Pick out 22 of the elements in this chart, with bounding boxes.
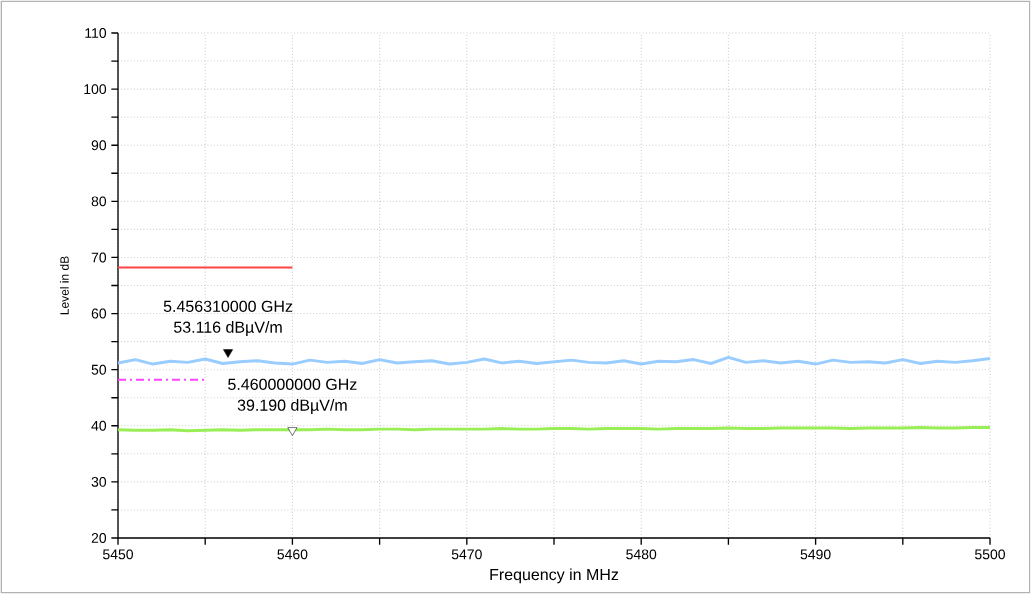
x-tick-label: 5460 (277, 549, 308, 560)
x-tick-label: 5450 (103, 549, 134, 560)
annotation: 5.460000000 GHz (228, 378, 357, 390)
annotation: 53.116 dBµV/m (173, 321, 282, 337)
y-axis-title: Level in dB (59, 256, 69, 315)
annotation: 39.190 dBµV/m (237, 399, 347, 415)
y-tick-label: 90 (91, 140, 107, 151)
y-tick-label: 40 (91, 420, 107, 431)
y-tick-label: 30 (91, 476, 107, 487)
annotation: 5.456310000 GHz (163, 300, 293, 312)
x-tick-label: 5470 (451, 549, 482, 560)
y-tick-label: 60 (91, 308, 107, 319)
y-tick-label: 50 (91, 364, 107, 375)
x-tick-label: 5490 (800, 549, 831, 560)
x-tick-label: 5480 (626, 549, 657, 560)
x-axis-title: Frequency in MHz (490, 568, 619, 584)
y-tick-label: 80 (91, 196, 107, 207)
y-tick-label: 110 (85, 28, 107, 38)
y-tick-label: 20 (91, 533, 107, 543)
y-tick-label: 70 (91, 252, 107, 263)
y-tick-label: 100 (84, 84, 107, 95)
x-tick-label: 5500 (975, 549, 1006, 560)
